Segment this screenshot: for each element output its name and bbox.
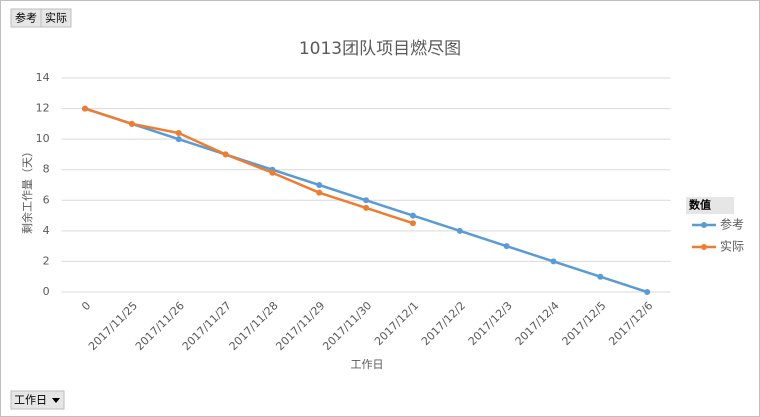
y-tick-label: 14 [36,71,50,84]
data-point [644,289,651,295]
data-point [175,136,182,143]
pivot-button-label[interactable]: 参考 [15,11,37,25]
y-tick-label: 12 [36,102,50,115]
data-point [409,212,416,219]
legend-marker [701,222,707,228]
y-tick-label: 2 [43,254,50,267]
dropdown-arrow[interactable] [52,398,60,403]
legend-title: 数值 [689,198,711,212]
data-point [597,273,604,280]
pivot-button[interactable] [40,8,72,28]
x-axis-title: 工作日 [351,358,384,371]
data-point [550,258,557,265]
data-point [82,105,89,112]
pivot-button[interactable] [10,390,65,410]
chart-title: 1013团队项目燃尽图 [299,39,461,59]
y-tick-label: 10 [36,132,50,145]
data-point [363,197,370,204]
y-tick-label: 8 [43,163,50,176]
data-point [222,151,229,158]
pivot-button-label[interactable]: 工作日 [14,394,47,407]
data-point [269,169,276,176]
data-point [363,204,370,211]
legend-label: 参考 [720,217,744,232]
y-tick-label: 4 [43,224,50,237]
y-tick-label: 0 [43,285,50,298]
y-tick-label: 6 [43,193,50,206]
pivot-button-label[interactable]: 实际 [45,11,67,25]
legend-label: 实际 [720,239,744,254]
data-point [175,130,182,137]
data-point [128,120,135,127]
legend-title-box [686,197,734,214]
data-point [409,220,416,227]
data-point [503,243,510,250]
data-point [316,189,323,196]
series-line [84,107,414,225]
legend-marker [701,244,707,250]
y-axis-title: 剩余工作量（天） [20,146,34,234]
data-point [456,227,463,234]
data-point [316,182,323,188]
